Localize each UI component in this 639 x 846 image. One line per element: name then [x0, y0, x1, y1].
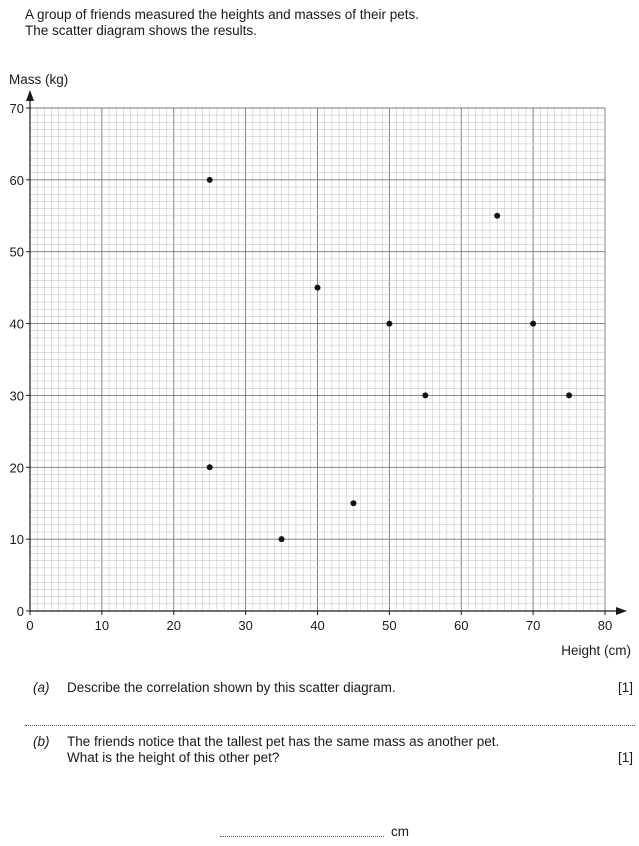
axes: [26, 90, 627, 615]
scatter-chart: 0 10 20 30 40 50 60 70 80 0 10 20 30 40 50 60 70 Mass (k…: [9, 72, 631, 658]
data-point: [206, 176, 213, 183]
data-point: [566, 392, 573, 399]
intro-line-1: A group of friends measured the heights …: [25, 7, 419, 22]
answer-line-b[interactable]: [220, 836, 384, 837]
question-b-line-2: What is the height of this other pet?: [67, 750, 280, 765]
question-b-line-1: The friends notice that the tallest pet …: [67, 734, 500, 749]
question-a-marks: [1]: [617, 680, 633, 695]
question-b-marks: [1]: [617, 750, 633, 765]
data-point: [530, 320, 537, 327]
intro-text: A group of friends measured the heights …: [25, 7, 419, 39]
question-b-label: (b): [33, 734, 50, 749]
y-tick-label: 0: [17, 604, 24, 619]
grid: [29, 107, 606, 612]
data-point: [278, 536, 285, 543]
x-tick-label: 40: [310, 618, 324, 633]
x-tick-label: 80: [598, 618, 612, 633]
answer-unit: cm: [391, 824, 409, 839]
x-axis-label: Height (cm): [561, 643, 631, 658]
x-tick-label: 20: [167, 618, 181, 633]
x-tick-label: 70: [526, 618, 540, 633]
question-a-label: (a): [33, 680, 50, 695]
y-tick-label: 20: [10, 460, 24, 475]
data-point: [494, 212, 501, 219]
answer-line-a[interactable]: [25, 725, 635, 726]
y-tick-label: 40: [10, 317, 24, 332]
x-tick-label: 10: [95, 618, 109, 633]
data-points: [206, 176, 573, 543]
intro-line-2: The scatter diagram shows the results.: [25, 23, 257, 38]
y-tick-label: 70: [10, 101, 24, 116]
x-tick-label: 0: [26, 618, 33, 633]
y-axis-arrow: [26, 90, 34, 101]
y-axis-label: Mass (kg): [9, 72, 68, 87]
x-axis-arrow: [616, 607, 627, 615]
data-point: [314, 284, 321, 291]
question-b-text: The friends notice that the tallest pet …: [67, 734, 499, 766]
y-tick-label: 30: [10, 388, 24, 403]
x-tick-label: 50: [382, 618, 396, 633]
data-point: [206, 464, 213, 471]
x-tick-label: 30: [238, 618, 252, 633]
tick-labels: 0 10 20 30 40 50 60 70 80 0 10 20 30 40 50 60 70: [10, 101, 613, 633]
data-point: [350, 500, 357, 507]
y-tick-label: 10: [10, 532, 24, 547]
y-tick-label: 50: [10, 245, 24, 260]
y-tick-label: 60: [10, 173, 24, 188]
question-a-text: Describe the correlation shown by this s…: [67, 680, 396, 695]
data-point: [422, 392, 429, 399]
data-point: [386, 320, 393, 327]
x-tick-label: 60: [454, 618, 468, 633]
